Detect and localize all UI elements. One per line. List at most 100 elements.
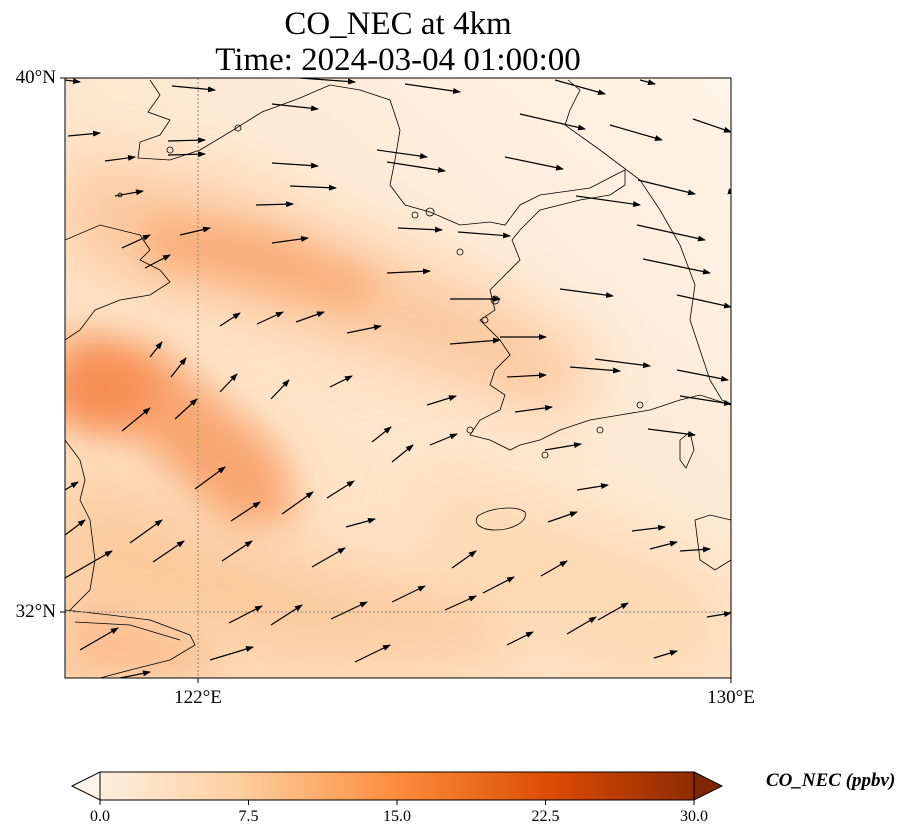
wind-arrow <box>170 357 187 378</box>
wind-arrow <box>653 650 678 659</box>
map-title: CO_NEC at 4km <box>284 6 512 42</box>
wind-arrow <box>345 517 376 528</box>
axis-ticks <box>60 77 732 683</box>
wind-arrow <box>547 511 578 523</box>
wind-arrow <box>559 288 614 299</box>
wind-arrow <box>179 226 211 236</box>
wind-arrow <box>444 595 477 611</box>
wind-arrow <box>727 188 731 195</box>
wind-arrow <box>289 184 337 191</box>
wind-arrow <box>65 78 81 85</box>
map-time-subtitle: Time: 2024-03-04 01:00:00 <box>215 42 581 78</box>
wind-arrow <box>639 79 656 86</box>
wind-arrow <box>457 231 511 239</box>
wind-arrow <box>121 407 151 432</box>
wind-arrow <box>642 258 711 275</box>
wind-arrow <box>426 395 457 406</box>
wind-arrow <box>514 404 553 413</box>
wind-arrow <box>609 124 663 141</box>
wind-arrow <box>566 616 597 635</box>
wind-arrow <box>221 540 253 562</box>
wind-arrow <box>554 79 606 96</box>
lat-label-32n: 32°N <box>15 601 56 622</box>
wind-arrow <box>144 254 171 269</box>
colorbar-tick: 0.0 <box>90 808 110 825</box>
wind-arrow <box>504 156 564 171</box>
wind-arrow <box>149 341 163 358</box>
wind-arrow <box>649 540 678 550</box>
wind-arrow <box>679 395 731 406</box>
wind-arrow <box>167 151 206 158</box>
wind-arrow <box>219 373 238 393</box>
wind-arrow <box>676 369 729 382</box>
wind-arrow <box>174 398 198 420</box>
wind-arrow <box>209 646 254 661</box>
wind-arrow <box>506 631 534 646</box>
wind-arrow <box>119 670 151 678</box>
wind-arrow <box>594 358 651 369</box>
wind-arrow <box>397 226 443 233</box>
colorbar <box>70 771 724 805</box>
wind-arrow <box>679 546 711 553</box>
wind-arrow <box>540 560 568 577</box>
wind-arrow <box>482 576 515 594</box>
wind-arrow <box>271 235 309 244</box>
wind-arrow <box>129 519 163 544</box>
wind-arrow <box>326 480 355 499</box>
wind-arrow <box>299 78 356 85</box>
wind-arrow <box>519 113 586 131</box>
wind-arrow <box>219 312 241 327</box>
wind-arrow <box>295 311 325 323</box>
coastlines <box>65 79 731 678</box>
wind-arrow <box>329 375 353 388</box>
wind-arrow <box>576 483 609 491</box>
wind-arrow <box>270 379 290 400</box>
wind-arrow <box>647 428 696 438</box>
colorbar-label: CO_NEC (ppbv) <box>766 770 896 791</box>
gridlines <box>65 78 731 678</box>
wind-arrow <box>544 442 582 451</box>
wind-arrow <box>121 234 151 249</box>
wind-arrow <box>194 466 226 490</box>
wind-arrow <box>271 162 319 169</box>
wind-arrow <box>386 161 446 173</box>
wind-arrow <box>152 540 185 563</box>
concentration-field <box>65 78 731 678</box>
wind-arrow <box>391 444 414 463</box>
wind-arrow <box>404 83 461 94</box>
wind-arrow <box>65 481 79 491</box>
wind-arrow <box>569 366 621 374</box>
wind-arrow <box>270 604 303 626</box>
wind-arrow <box>676 294 731 309</box>
wind-arrow <box>255 201 294 208</box>
wind-arrow <box>386 268 431 275</box>
wind-arrow <box>354 644 391 663</box>
wind-arrow <box>597 602 629 621</box>
wind-arrow <box>346 324 382 334</box>
colorbar-tick: 15.0 <box>383 808 411 825</box>
wind-arrow <box>506 372 547 379</box>
wind-arrow <box>256 311 284 325</box>
wind-arrow <box>376 149 428 160</box>
map-frame <box>64 77 732 679</box>
wind-arrow <box>67 130 101 137</box>
wind-arrow <box>706 611 731 618</box>
wind-arrow <box>271 103 319 112</box>
wind-arrow <box>65 519 86 536</box>
wind-arrow <box>692 118 731 133</box>
wind-arrow <box>171 85 216 93</box>
colorbar-tick: 30.0 <box>680 808 708 825</box>
wind-arrow <box>167 137 206 144</box>
wind-arrow <box>104 154 136 162</box>
lat-label-40n: 40°N <box>15 67 56 88</box>
wind-arrow <box>637 179 696 196</box>
wind-arrow <box>330 601 368 620</box>
wind-arrow <box>114 189 144 197</box>
wind-arrow <box>65 550 113 579</box>
wind-arrow <box>79 627 119 651</box>
wind-arrow <box>230 501 261 522</box>
lon-label-122e: 122°E <box>174 687 222 708</box>
wind-arrow <box>391 585 426 603</box>
wind-arrow <box>636 224 706 242</box>
